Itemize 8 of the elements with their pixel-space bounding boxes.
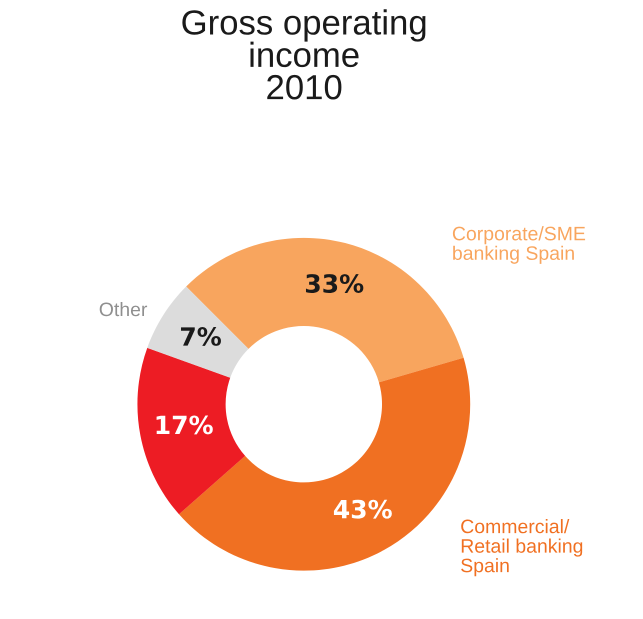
slice-label: Commercial/ Retail banking Spain [461, 519, 582, 576]
data-label: 33% [306, 274, 364, 294]
slice-label: Other [100, 302, 148, 316]
slice-label: Corporate/SME banking Spain [452, 226, 586, 264]
data-label: 17% [156, 415, 213, 434]
data-label: 43% [334, 500, 392, 519]
chart-title: Gross operating income 2010 [182, 9, 426, 100]
data-label: 7% [181, 327, 221, 346]
